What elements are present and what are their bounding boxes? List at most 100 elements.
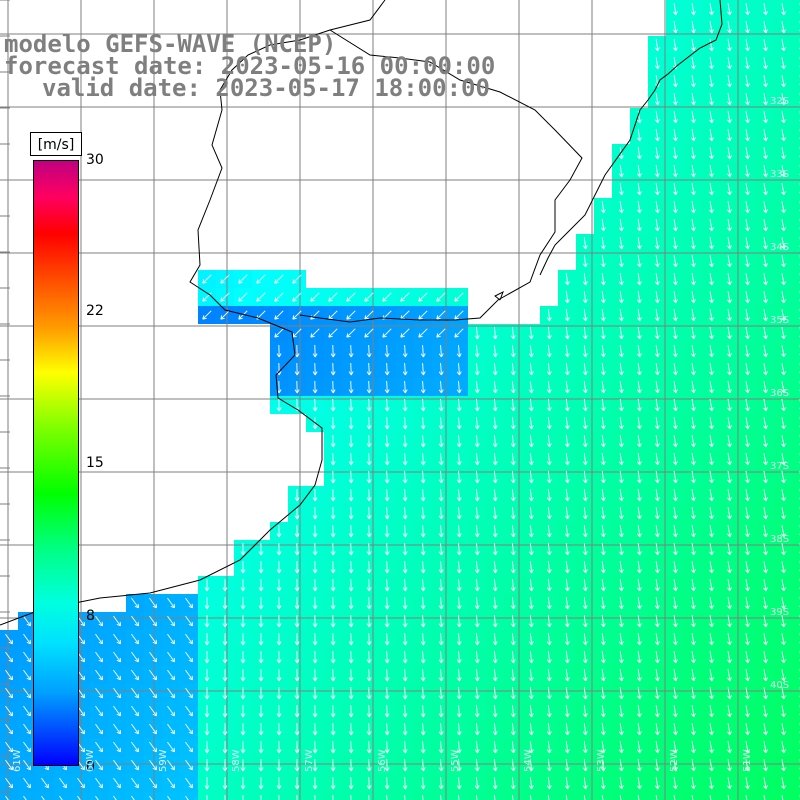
wind-arrow (672, 146, 678, 160)
wind-arrow (384, 488, 390, 502)
wind-arrow (691, 723, 696, 736)
wind-arrow (528, 470, 534, 484)
wind-arrow (727, 525, 732, 538)
wind-arrow (167, 633, 175, 645)
wind-cell (144, 792, 162, 800)
wind-arrow (492, 758, 498, 772)
wind-arrow (528, 596, 534, 610)
wind-arrow (564, 452, 570, 466)
wind-arrow (113, 669, 121, 681)
wind-arrow (565, 794, 568, 800)
wind-arrow (600, 380, 606, 394)
wind-arrow (781, 255, 786, 268)
wind-arrow (276, 758, 282, 772)
wind-arrow (691, 525, 696, 538)
wind-arrow (402, 398, 408, 412)
wind-arrow (418, 292, 428, 302)
wind-arrow (564, 632, 570, 646)
wind-arrow (384, 668, 390, 682)
wind-arrow (636, 254, 642, 268)
wind-arrow (546, 506, 552, 520)
wind-arrow (420, 344, 426, 358)
wind-arrow (510, 398, 516, 412)
wind-arrow (131, 759, 139, 771)
wind-arrow (384, 362, 390, 376)
wind-arrow (709, 327, 714, 340)
wind-arrow (618, 488, 624, 502)
wind-arrow (691, 183, 696, 196)
wind-arrow (564, 596, 570, 610)
wind-arrow (582, 236, 588, 250)
wind-arrow (781, 291, 786, 304)
wind-cell (540, 792, 558, 800)
wind-arrow (781, 741, 786, 754)
wind-arrow (618, 272, 624, 286)
wind-arrow (582, 272, 588, 286)
wind-arrow (672, 326, 678, 340)
wind-arrow (654, 182, 660, 196)
wind-arrow (691, 3, 696, 16)
wind-arrow (167, 705, 175, 717)
wind-arrow (222, 578, 228, 592)
wind-arrow (582, 434, 588, 448)
wind-cell (792, 54, 800, 72)
wind-arrow (654, 524, 660, 538)
wind-arrow (438, 398, 444, 412)
wind-arrow (745, 39, 750, 52)
wind-arrow (510, 524, 516, 538)
wind-cell (792, 288, 800, 306)
wind-arrow (95, 687, 103, 699)
wind-arrow (529, 794, 532, 800)
wind-arrow (564, 524, 570, 538)
wind-arrow (781, 3, 786, 16)
wind-arrow (240, 722, 246, 736)
wind-arrow (618, 758, 624, 772)
wind-arrow (781, 615, 786, 628)
wind-arrow (366, 578, 372, 592)
wind-cell (792, 522, 800, 540)
wind-cell (792, 144, 800, 162)
wind-arrow (727, 669, 732, 682)
wind-arrow (149, 759, 157, 771)
wind-arrow (384, 524, 390, 538)
wind-arrow (240, 650, 246, 664)
wind-arrow (636, 614, 642, 628)
wind-arrow (781, 363, 786, 376)
wind-arrow (492, 596, 498, 610)
wind-arrow (763, 309, 768, 322)
wind-arrow (600, 218, 606, 232)
wind-arrow (474, 668, 480, 682)
wind-arrow (276, 740, 282, 754)
wind-arrow (672, 542, 678, 556)
wind-arrow (781, 21, 786, 34)
wind-arrow (240, 686, 246, 700)
wind-arrow (745, 219, 750, 232)
wind-arrow (564, 740, 570, 754)
wind-arrow (745, 741, 750, 754)
wind-arrow (456, 632, 462, 646)
wind-arrow (709, 795, 712, 800)
wind-arrow (618, 506, 624, 520)
wind-arrow (204, 758, 210, 772)
wind-arrow (636, 272, 642, 286)
wind-arrow (402, 488, 408, 502)
wind-arrow (438, 434, 444, 448)
wind-arrow (418, 328, 428, 338)
wind-arrow (600, 776, 606, 790)
wind-arrow (691, 219, 696, 232)
wind-arrow (366, 524, 372, 538)
wind-arrow (564, 380, 570, 394)
wind-arrow (456, 596, 462, 610)
wind-arrow (546, 380, 552, 394)
wind-arrow (745, 147, 750, 160)
wind-arrow (781, 633, 786, 646)
wind-arrow (328, 328, 338, 338)
wind-arrow (312, 524, 318, 538)
wind-arrow (781, 39, 786, 52)
wind-arrow (763, 723, 768, 736)
wind-arrow (382, 292, 392, 302)
wind-arrow (727, 705, 732, 718)
wind-arrow (185, 795, 189, 800)
wind-arrow (781, 723, 786, 736)
